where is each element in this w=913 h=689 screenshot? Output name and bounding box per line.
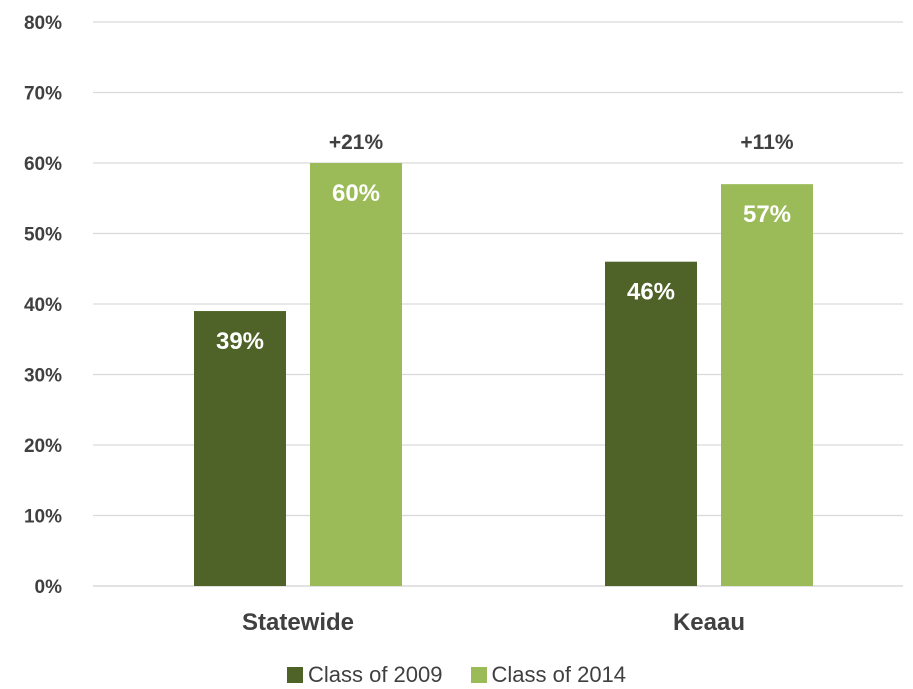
legend-label-class-2009: Class of 2009 [307,662,443,687]
legend: Class of 2009 Class of 2014 [0,662,913,688]
y-tick-label: 50% [24,225,62,246]
y-tick-label: 10% [24,507,62,528]
change-annotation: +11% [740,131,793,154]
legend-item-class-2014: Class of 2014 [470,662,627,688]
y-tick-label: 40% [24,295,62,316]
bar [721,184,813,586]
data-label: 39% [216,328,264,355]
legend-label-class-2014: Class of 2014 [491,662,627,687]
change-annotation: +21% [329,131,384,154]
category-label: Statewide [242,609,354,636]
legend-item-class-2009: Class of 2009 [286,662,443,688]
legend-swatch-class-2009 [286,667,303,683]
bar [194,311,286,586]
y-tick-label: 20% [24,436,62,457]
bar [310,163,402,586]
bar [605,261,697,586]
y-tick-label: 80% [24,13,62,34]
legend-swatch-class-2014 [470,667,487,683]
data-label: 46% [627,279,675,306]
y-tick-label: 70% [24,84,62,105]
category-label: Keaau [673,609,745,636]
data-label: 57% [743,201,791,228]
data-label: 60% [332,180,380,207]
y-tick-label: 0% [35,577,63,598]
y-tick-label: 60% [24,154,62,175]
y-tick-label: 30% [24,366,62,387]
